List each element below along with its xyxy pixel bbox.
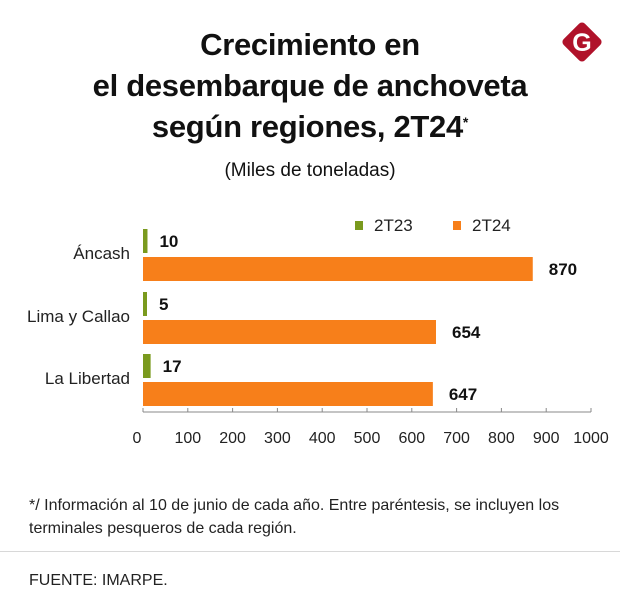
divider — [0, 551, 620, 552]
x-tick-label: 600 — [398, 430, 425, 447]
data-label-2t24: 870 — [549, 260, 577, 279]
data-label-2t23: 17 — [163, 357, 182, 376]
legend-swatch-2t23 — [355, 221, 363, 230]
x-axis: 0 100 200 300 400 500 600 700 800 900 1000 — [133, 408, 609, 447]
legend-label-2t24: 2T24 — [472, 216, 511, 235]
title-line-2: el desembarque de anchoveta — [92, 68, 528, 103]
bar-2t24 — [143, 382, 433, 406]
category-labels: Áncash Lima y Callao La Libertad — [27, 244, 130, 388]
x-tick-label: 700 — [443, 430, 470, 447]
chart-title: Crecimiento en el desembarque de anchove… — [0, 24, 620, 147]
title-line-3-text: según regiones, 2T24 — [151, 109, 463, 144]
legend-label-2t23: 2T23 — [374, 216, 413, 235]
bar-2t23 — [143, 354, 151, 378]
x-tick-label: 300 — [264, 430, 291, 447]
title-line-1: Crecimiento en — [200, 27, 420, 62]
bar-2t24 — [143, 257, 533, 281]
x-tick-label: 1000 — [573, 430, 609, 447]
logo-diamond — [562, 22, 602, 62]
data-label-2t24: 654 — [452, 323, 481, 342]
source-note: FUENTE: IMARPE. — [29, 572, 168, 589]
chart-subtitle: (Miles de toneladas) — [224, 160, 396, 181]
category-label: Áncash — [73, 244, 130, 263]
footnote: */ Información al 10 de junio de cada añ… — [29, 497, 560, 537]
bars: 10 870 5 654 17 647 — [143, 229, 577, 406]
title-line-3: según regiones, 2T24* — [0, 106, 620, 147]
legend-swatch-2t24 — [453, 221, 461, 230]
gestion-logo-icon: G — [562, 22, 602, 62]
data-label-2t23: 5 — [159, 295, 168, 314]
category-label: Lima y Callao — [27, 307, 130, 326]
bar-2t23 — [143, 229, 148, 253]
x-tick-label: 200 — [219, 430, 246, 447]
title-asterisk: * — [462, 114, 469, 130]
x-tick-label: 800 — [488, 430, 515, 447]
x-tick-label: 500 — [354, 430, 381, 447]
x-tick-label: 400 — [309, 430, 336, 447]
bar-chart: 2T23 2T24 10 870 5 654 17 647 Áncash Lima y Cal… — [27, 216, 609, 447]
data-label-2t23: 10 — [159, 232, 178, 251]
bar-2t24 — [143, 320, 436, 344]
x-tick-label: 100 — [174, 430, 201, 447]
category-label: La Libertad — [45, 369, 130, 388]
data-label-2t24: 647 — [449, 385, 477, 404]
logo-letter: G — [572, 29, 591, 57]
bar-2t23 — [143, 292, 147, 316]
x-tick-label: 900 — [533, 430, 560, 447]
legend: 2T23 2T24 — [355, 216, 511, 235]
x-tick-label: 0 — [133, 430, 142, 447]
